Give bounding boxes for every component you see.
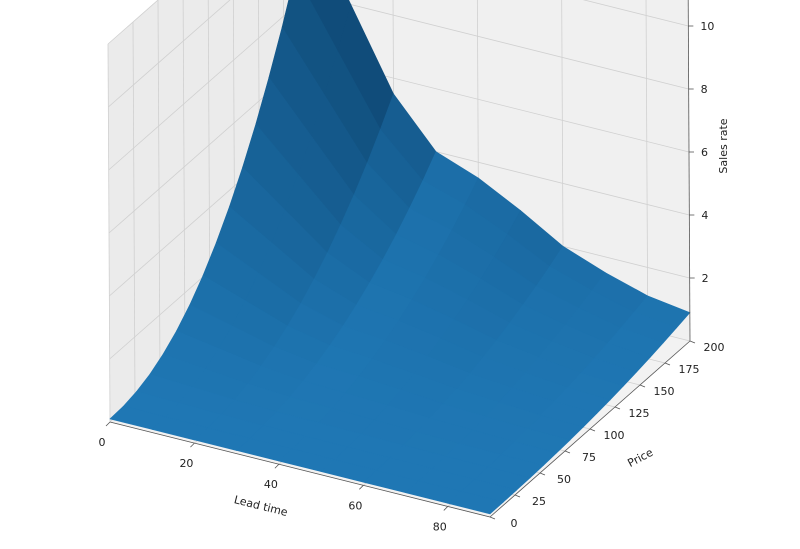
y-tick-mark bbox=[489, 516, 496, 520]
x-tick-label: 80 bbox=[433, 520, 447, 533]
sales-rate-surface bbox=[109, 0, 691, 515]
x-axis-title: Lead time bbox=[233, 493, 290, 519]
x-tick-label: 20 bbox=[179, 457, 193, 470]
x-tick-mark bbox=[443, 506, 449, 511]
x-tick-mark bbox=[105, 421, 111, 427]
y-tick-label: 25 bbox=[532, 495, 546, 508]
y-tick-label: 125 bbox=[629, 407, 650, 420]
surface-facet bbox=[447, 491, 504, 515]
y-tick-mark bbox=[639, 384, 646, 388]
x-tick-mark bbox=[274, 463, 280, 469]
y-tick-mark bbox=[614, 406, 621, 410]
y-tick-mark bbox=[564, 450, 571, 454]
y-tick-mark bbox=[514, 494, 521, 498]
z-tick-label: 10 bbox=[700, 20, 714, 33]
lead-time-ticks: 0 20 40 60 80 bbox=[99, 421, 449, 533]
grid-back-z bbox=[582, 0, 689, 27]
price-ticks: 0 25 50 75 100 125 150 175 200 bbox=[489, 340, 725, 530]
grid-left-z bbox=[108, 0, 303, 171]
x-tick-mark bbox=[359, 485, 364, 490]
z-axis-title: Sales rate bbox=[717, 118, 730, 173]
y-tick-label: 150 bbox=[654, 385, 675, 398]
y-tick-label: 50 bbox=[557, 473, 571, 486]
z-tick-label: 4 bbox=[701, 209, 708, 222]
x-tick-mark bbox=[190, 442, 195, 448]
y-tick-label: 0 bbox=[511, 517, 518, 530]
y-tick-mark bbox=[589, 428, 596, 432]
grid-back-z bbox=[331, 0, 689, 90]
y-tick-label: 100 bbox=[604, 429, 625, 442]
grid-left-z bbox=[107, 0, 159, 45]
x-tick-label: 40 bbox=[264, 478, 278, 491]
x-tick-label: 0 bbox=[99, 436, 106, 449]
y-tick-mark bbox=[539, 472, 546, 476]
sales-rate-ticks: 24681012 bbox=[688, 20, 714, 285]
y-tick-mark bbox=[689, 340, 696, 344]
x-axis-line bbox=[109, 421, 491, 518]
z-tick-label: 6 bbox=[701, 146, 708, 159]
grid-left-z bbox=[108, 0, 231, 108]
z-tick-label: 8 bbox=[701, 83, 708, 96]
y-tick-label: 75 bbox=[582, 451, 596, 464]
x-tick-label: 60 bbox=[348, 499, 362, 512]
y-tick-label: 200 bbox=[704, 341, 725, 354]
z-tick-label: 2 bbox=[702, 272, 709, 285]
y-axis-title: Price bbox=[625, 446, 655, 470]
y-tick-mark bbox=[664, 362, 671, 366]
y-tick-label: 175 bbox=[679, 363, 700, 376]
